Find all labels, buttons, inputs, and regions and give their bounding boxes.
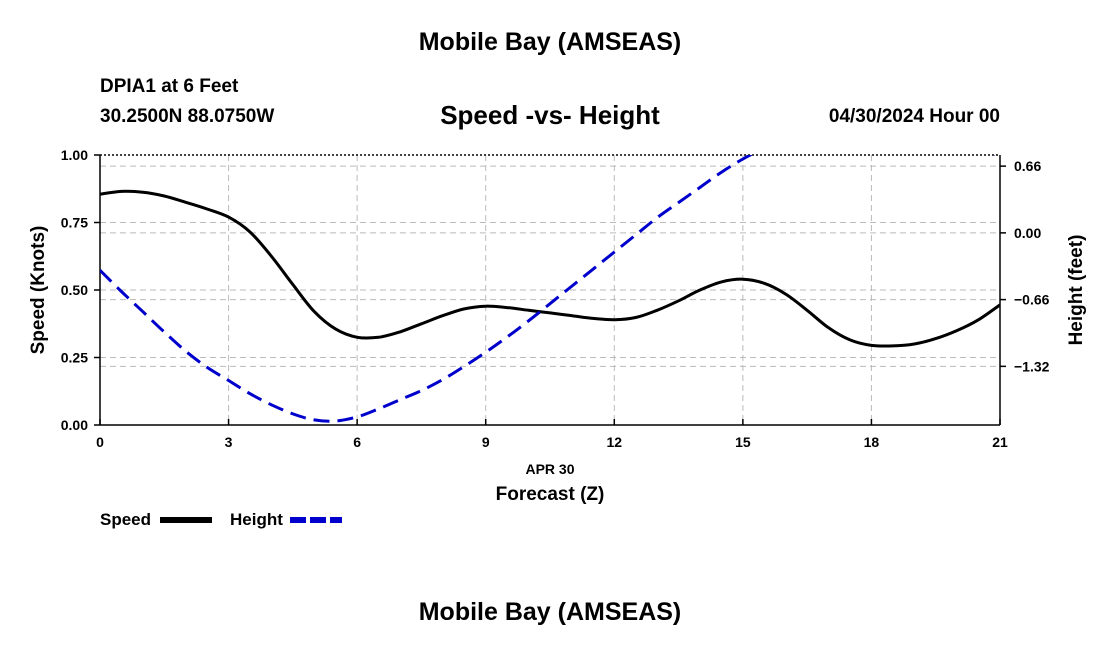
x-tick-label: 21 — [992, 434, 1008, 450]
x-tick-label: 12 — [606, 434, 622, 450]
speed-tick-label: 0.00 — [61, 417, 88, 433]
legend: Speed Height — [100, 510, 342, 529]
station-label: DPIA1 at 6 Feet — [100, 76, 239, 97]
x-tick-label: 9 — [482, 434, 490, 450]
region-title-footer: Mobile Bay (AMSEAS) — [418, 598, 682, 626]
region-title: Mobile Bay (AMSEAS) — [418, 28, 682, 56]
height-tick-label: −0.66 — [1014, 292, 1050, 308]
x-tick-label: 0 — [96, 434, 104, 450]
x-axis-title: Forecast (Z) — [496, 484, 605, 505]
height-axis-title: Height (feet) — [1066, 235, 1087, 346]
speed-axis-title: Speed (Knots) — [28, 226, 49, 355]
speed-tick-label: 0.50 — [61, 282, 88, 298]
forecast-datetime: 04/30/2024 Hour 00 — [828, 106, 1000, 127]
legend-speed-label: Speed — [100, 510, 151, 529]
height-series-line — [100, 155, 1000, 423]
height-tick-label: 0.66 — [1014, 158, 1041, 174]
x-tick-label: 18 — [864, 434, 880, 450]
x-axis-date: APR 30 — [525, 461, 574, 477]
legend-height-label: Height — [230, 510, 283, 529]
x-tick-label: 3 — [225, 434, 233, 450]
speed-tick-label: 0.75 — [61, 215, 88, 231]
station-coordinates: 30.2500N 88.0750W — [100, 106, 275, 127]
x-tick-label: 6 — [353, 434, 361, 450]
axes — [94, 154, 1006, 426]
height-tick-label: 0.00 — [1014, 225, 1041, 241]
x-tick-label: 15 — [735, 434, 751, 450]
speed-series-line — [100, 189, 1000, 348]
chart-title: Speed -vs- Height — [440, 100, 660, 130]
speed-tick-label: 0.25 — [61, 350, 88, 366]
speed-tick-label: 1.00 — [61, 147, 88, 163]
axis-labels: 0 3 6 9 12 15 18 21 0.00 0.25 0.50 0.75 1.00 −1.32 −0.… — [28, 147, 1087, 505]
grid-lines — [100, 155, 1000, 425]
data-series — [100, 155, 1000, 423]
height-tick-label: −1.32 — [1014, 358, 1050, 374]
